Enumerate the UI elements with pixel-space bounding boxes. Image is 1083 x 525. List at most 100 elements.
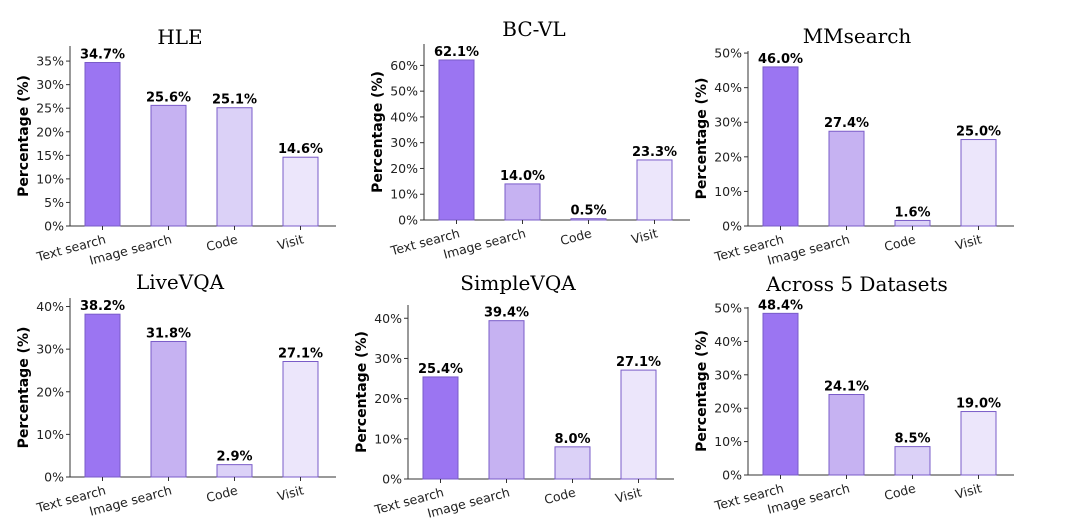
bar-value-label: 25.0% — [956, 125, 1001, 140]
bar-code — [570, 218, 607, 221]
x-tick-label: Visit — [954, 480, 984, 501]
x-tick-label: Visit — [954, 231, 984, 252]
x-tick-label: Visit — [614, 484, 644, 505]
bar-image-search — [150, 340, 187, 478]
bar-value-label: 27.1% — [616, 355, 661, 370]
x-tick-label: Code — [882, 231, 917, 254]
bar-value-label: 38.2% — [80, 299, 125, 314]
y-tick-label: 30% — [714, 115, 742, 130]
y-tick-label: 0% — [44, 470, 64, 485]
y-tick-label: 30% — [714, 367, 742, 382]
bar-value-label: 23.3% — [632, 145, 677, 160]
bar-value-label: 31.8% — [146, 326, 191, 341]
bar-text-search — [762, 312, 799, 476]
bar-value-label: 48.4% — [758, 298, 803, 313]
bar-visit — [636, 159, 673, 221]
bar-value-label: 46.0% — [758, 52, 803, 67]
y-tick-label: 20% — [36, 124, 64, 139]
bar-visit — [960, 411, 997, 476]
y-tick-label: 20% — [36, 384, 64, 399]
chart-title: BC-VL — [502, 17, 565, 41]
y-tick-label: 15% — [36, 148, 64, 163]
bar-text-search — [84, 313, 121, 478]
bar-image-search — [828, 394, 865, 476]
x-tick-label: Code — [204, 231, 239, 254]
y-tick-label: 40% — [36, 299, 64, 314]
bar-value-label: 14.0% — [500, 169, 545, 184]
y-axis-label: Percentage (%) — [16, 327, 32, 449]
bar-visit — [960, 139, 997, 227]
y-tick-label: 20% — [374, 391, 402, 406]
y-tick-label: 20% — [714, 149, 742, 164]
y-tick-label: 50% — [390, 84, 418, 99]
chart-title: HLE — [157, 25, 202, 49]
y-tick-label: 10% — [714, 184, 742, 199]
bar-image-search — [488, 320, 525, 480]
bar-code — [894, 446, 931, 476]
y-tick-label: 10% — [390, 187, 418, 202]
y-tick-label: 0% — [722, 468, 742, 483]
y-tick-label: 25% — [36, 101, 64, 116]
y-tick-label: 5% — [44, 195, 64, 210]
bar-value-label: 24.1% — [824, 380, 869, 395]
bar-value-label: 1.6% — [894, 205, 930, 220]
x-tick-label: Visit — [276, 231, 306, 252]
bar-value-label: 27.4% — [824, 116, 869, 131]
y-axis-label: Percentage (%) — [694, 330, 710, 452]
bar-code — [216, 464, 253, 478]
y-tick-label: 10% — [714, 434, 742, 449]
bar-value-label: 19.0% — [956, 397, 1001, 412]
bar-value-label: 34.7% — [80, 47, 125, 62]
y-tick-label: 0% — [382, 472, 402, 487]
x-tick-label: Code — [558, 225, 593, 248]
y-tick-label: 30% — [390, 135, 418, 150]
y-tick-label: 20% — [714, 401, 742, 416]
x-tick-label: Code — [882, 480, 917, 503]
bar-value-label: 8.5% — [894, 432, 930, 447]
y-tick-label: 50% — [714, 46, 742, 61]
y-tick-label: 60% — [390, 58, 418, 73]
y-tick-label: 50% — [714, 301, 742, 316]
y-tick-label: 10% — [36, 171, 64, 186]
bar-text-search — [84, 61, 121, 227]
y-tick-label: 40% — [390, 109, 418, 124]
bar-text-search — [762, 66, 799, 227]
bar-value-label: 25.4% — [418, 362, 463, 377]
y-tick-label: 40% — [714, 334, 742, 349]
bar-text-search — [438, 59, 475, 221]
x-tick-label: Code — [204, 482, 239, 505]
y-axis-label: Percentage (%) — [694, 78, 710, 200]
y-tick-label: 10% — [36, 427, 64, 442]
bar-value-label: 2.9% — [216, 450, 252, 465]
y-axis-label: Percentage (%) — [16, 75, 32, 197]
bar-image-search — [150, 104, 187, 227]
y-tick-label: 40% — [374, 311, 402, 326]
y-tick-label: 0% — [398, 213, 418, 228]
bar-value-label: 39.4% — [484, 306, 529, 321]
y-tick-label: 30% — [36, 77, 64, 92]
chart-title: Across 5 Datasets — [765, 272, 948, 296]
bar-value-label: 14.6% — [278, 142, 323, 157]
bar-image-search — [504, 183, 541, 221]
y-tick-label: 30% — [36, 342, 64, 357]
chart-title: SimpleVQA — [460, 271, 576, 295]
x-tick-label: Visit — [276, 482, 306, 503]
bar-code — [554, 446, 591, 480]
y-tick-label: 0% — [44, 219, 64, 234]
y-axis-label: Percentage (%) — [370, 71, 386, 193]
y-tick-label: 20% — [390, 161, 418, 176]
y-tick-label: 10% — [374, 431, 402, 446]
bar-visit — [620, 369, 657, 480]
y-tick-label: 40% — [714, 80, 742, 95]
bar-visit — [282, 156, 319, 227]
chart-title: LiveVQA — [136, 270, 225, 294]
bar-value-label: 27.1% — [278, 347, 323, 362]
x-tick-label: Visit — [630, 225, 660, 246]
bar-visit — [282, 361, 319, 478]
chart-title: MMsearch — [803, 24, 912, 48]
bar-value-label: 25.1% — [212, 93, 257, 108]
y-tick-label: 35% — [36, 54, 64, 69]
y-axis-label: Percentage (%) — [354, 331, 370, 453]
bar-value-label: 62.1% — [434, 45, 479, 60]
y-tick-label: 0% — [722, 219, 742, 234]
